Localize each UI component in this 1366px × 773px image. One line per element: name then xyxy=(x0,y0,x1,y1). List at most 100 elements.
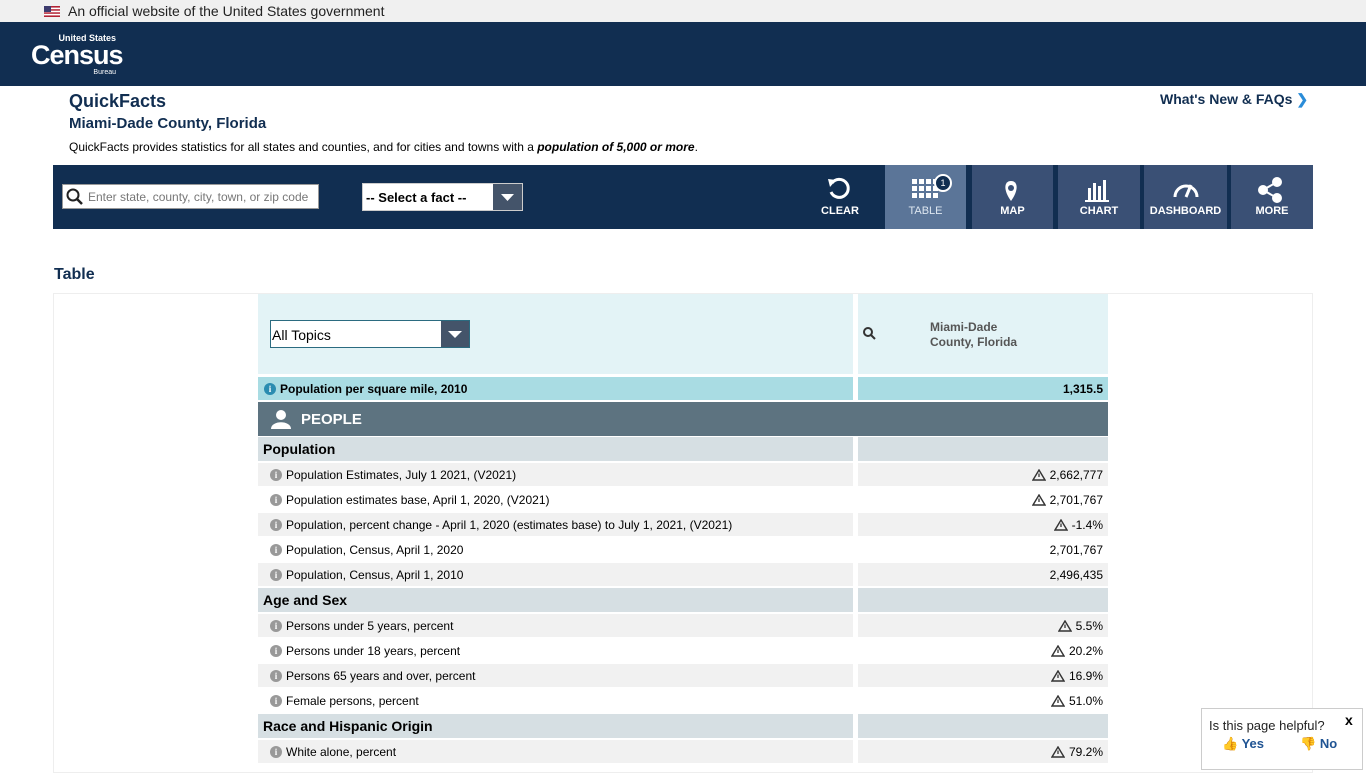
toolbar-button[interactable]: MAP xyxy=(972,165,1053,229)
density-value-cell: 1,315.5 xyxy=(858,377,1108,400)
group-row: Age and Sex xyxy=(258,587,1108,613)
section-label: PEOPLE xyxy=(301,410,362,428)
toolbar-button[interactable]: TABLE 1 xyxy=(885,165,966,229)
toolbar-button[interactable]: DASHBOARD xyxy=(1144,165,1227,229)
density-label: Population per square mile, 2010 xyxy=(280,381,468,396)
data-row: i Population, percent change - April 1, 2… xyxy=(258,512,1108,537)
group-label: Population xyxy=(263,441,336,457)
whats-new-text: What's New & FAQs xyxy=(1160,91,1293,107)
row-value-cell: 51.0% xyxy=(858,689,1108,712)
row-label[interactable]: Population, percent change - April 1, 20… xyxy=(286,517,733,532)
search-input[interactable]: Enter state, county, city, town, or zip … xyxy=(62,184,319,209)
button-label: MAP xyxy=(1000,205,1025,217)
data-row: i Population, Census, April 1, 2020 2,701,… xyxy=(258,537,1108,562)
row-value: 20.2% xyxy=(1068,643,1103,658)
group-label: Race and Hispanic Origin xyxy=(263,718,433,734)
group-label-cell: Race and Hispanic Origin xyxy=(258,714,853,738)
data-row: i Population estimates base, April 1, 202… xyxy=(258,487,1108,512)
fact-select-text: -- Select a fact -- xyxy=(366,190,467,205)
row-label[interactable]: Population, Census, April 1, 2010 xyxy=(286,567,464,582)
row-value: 2,662,777 xyxy=(1049,467,1103,482)
info-icon: i xyxy=(270,493,282,506)
data-row: i White alone, percent 79.2% xyxy=(258,739,1108,764)
header-right: Miami-Dade County, Florida xyxy=(858,294,1108,374)
row-label[interactable]: Population estimates base, April 1, 2020… xyxy=(286,492,550,507)
group-row: Race and Hispanic Origin xyxy=(258,713,1108,739)
row-label-cell: i Persons 65 years and over, percent xyxy=(258,664,853,687)
toolbar-button[interactable]: CLEAR xyxy=(812,165,868,229)
row-label-cell: i White alone, percent xyxy=(258,740,853,763)
site-header: United States Census Bureau xyxy=(0,22,1366,86)
info-icon: i xyxy=(270,518,282,531)
intro: QuickFacts provides statistics for all s… xyxy=(69,140,698,154)
row-value-cell: 2,701,767 xyxy=(858,538,1108,561)
flag-icon xyxy=(1053,518,1068,531)
row-label-cell: i Persons under 18 years, percent xyxy=(258,639,853,662)
feedback-no[interactable]: 👎 No xyxy=(1300,736,1338,751)
row-label[interactable]: Persons under 18 years, percent xyxy=(286,643,461,658)
row-label-cell: i Population Estimates, July 1 2021, (V20… xyxy=(258,463,853,486)
data-row: i Female persons, percent 51.0% xyxy=(258,688,1108,713)
group-label-cell: Population xyxy=(258,437,853,461)
topic-arrow xyxy=(441,321,469,347)
row-label[interactable]: Female persons, percent xyxy=(286,693,419,708)
row-value-cell: 2,701,767 xyxy=(858,488,1108,511)
row-value-cell: 79.2% xyxy=(858,740,1108,763)
topic-select-text: All Topics xyxy=(272,327,331,343)
row-label-cell: i Persons under 5 years, percent xyxy=(258,614,853,637)
table-header: All Topics Miami-Dade County, Florida xyxy=(258,294,1108,376)
button-label: TABLE xyxy=(908,205,943,217)
data-row: i Population Estimates, July 1 2021, (V20… xyxy=(258,462,1108,487)
row-value-cell: -1.4% xyxy=(858,513,1108,536)
info-icon: i xyxy=(270,694,282,707)
group-value-cell xyxy=(858,588,1108,612)
census-logo[interactable]: United States Census Bureau xyxy=(31,33,124,77)
whats-new-link[interactable]: What's New & FAQs ❯ xyxy=(1160,91,1309,107)
data-row: i Persons 65 years and over, percent 16.9% xyxy=(258,663,1108,688)
row-label[interactable]: Population Estimates, July 1 2021, (V202… xyxy=(286,467,517,482)
info-icon: i xyxy=(270,644,282,657)
gov-banner: An official website of the United States… xyxy=(0,0,1366,22)
button-label: CLEAR xyxy=(821,205,859,217)
table-badge: 1 xyxy=(934,174,952,192)
flag-icon xyxy=(1031,493,1046,506)
toolbar-button[interactable]: CHART xyxy=(1058,165,1140,229)
flag-icon xyxy=(1031,468,1046,481)
row-label[interactable]: White alone, percent xyxy=(286,744,397,759)
row-value: 51.0% xyxy=(1068,693,1103,708)
density-value: 1,315.5 xyxy=(1062,381,1103,396)
group-value-cell xyxy=(858,437,1108,461)
select-arrow xyxy=(493,184,522,210)
intro-end: . xyxy=(694,140,698,154)
intro-bold: population of 5,000 or more xyxy=(537,140,695,154)
row-value: -1.4% xyxy=(1071,517,1103,532)
column-search-icon xyxy=(863,327,876,340)
logo-bottom: Bureau xyxy=(93,69,116,76)
row-label[interactable]: Persons under 5 years, percent xyxy=(286,618,454,633)
header-left: All Topics xyxy=(258,294,853,374)
group-label: Age and Sex xyxy=(263,592,348,608)
row-value: 2,701,767 xyxy=(1049,492,1103,507)
intro-text: QuickFacts provides statistics for all s… xyxy=(69,140,538,154)
us-flag xyxy=(44,6,60,17)
button-label: CHART xyxy=(1079,205,1119,217)
row-label[interactable]: Persons 65 years and over, percent xyxy=(286,668,476,683)
feedback-yes[interactable]: 👍 Yes xyxy=(1222,736,1264,751)
section-row: PEOPLE xyxy=(258,402,1108,436)
data-row: i Persons under 18 years, percent 20.2% xyxy=(258,638,1108,663)
feedback-close[interactable]: x xyxy=(1345,712,1353,728)
row-value: 79.2% xyxy=(1068,744,1103,759)
row-value-cell: 5.5% xyxy=(858,614,1108,637)
logo-top: United States xyxy=(58,33,116,43)
info-icon: i xyxy=(270,669,282,682)
button-label: DASHBOARD xyxy=(1149,205,1222,217)
yes-text: Yes xyxy=(1241,736,1264,751)
toolbar-button[interactable]: MORE xyxy=(1231,165,1313,229)
row-label[interactable]: Population, Census, April 1, 2020 xyxy=(286,542,464,557)
search-icon xyxy=(66,188,83,205)
group-value-cell xyxy=(858,714,1108,738)
topic-select[interactable]: All Topics xyxy=(270,320,470,348)
info-icon: i xyxy=(270,568,282,581)
button-icon xyxy=(1173,184,1198,198)
